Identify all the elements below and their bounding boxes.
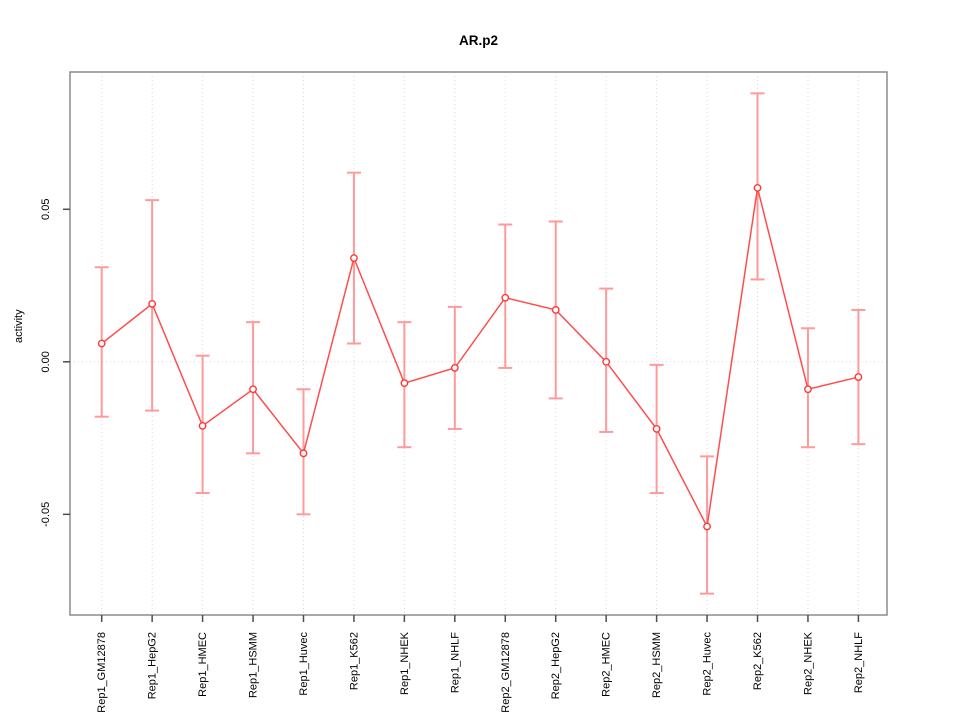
data-point-marker <box>854 373 863 381</box>
y-tick-label: 0.00 <box>40 351 52 372</box>
x-tick-label: Rep1_HSMM <box>248 632 260 698</box>
data-point-marker <box>804 385 812 394</box>
x-tick-label: Rep2_HSMM <box>651 632 663 698</box>
y-tick-label: -0.05 <box>40 502 52 527</box>
x-tick-label: Rep2_NHEK <box>802 631 814 695</box>
x-tick-label: Rep2_GM12878 <box>500 632 512 713</box>
x-tick-label: Rep1_NHLF <box>449 632 461 693</box>
data-point-marker <box>400 379 409 388</box>
data-point-marker <box>602 357 611 366</box>
data-point-marker <box>97 339 106 348</box>
data-point-marker <box>249 385 257 394</box>
series-line <box>101 187 859 529</box>
plot-border <box>69 71 888 616</box>
y-tick-label: 0.05 <box>40 199 52 220</box>
x-tick-label: Rep1_GM12878 <box>96 632 108 713</box>
x-tick-label: Rep1_HMEC <box>197 632 209 697</box>
plot-title: AR.p2 <box>458 33 498 48</box>
x-tick-label: Rep1_Huvec <box>298 632 310 696</box>
data-point-marker <box>501 293 510 302</box>
x-tick-label: Rep1_HepG2 <box>147 632 159 699</box>
x-tick-label: Rep2_NHLF <box>853 632 865 693</box>
data-point-marker <box>450 364 459 372</box>
x-tick-label: Rep1_NHEK <box>399 631 411 695</box>
x-tick-label: Rep2_HMEC <box>601 632 613 697</box>
data-point-marker <box>198 421 207 430</box>
data-point-marker <box>148 299 157 308</box>
data-point-marker <box>299 449 308 458</box>
data-point-marker <box>350 254 358 262</box>
data-point-marker <box>753 184 762 192</box>
data-point-marker <box>551 306 560 314</box>
x-tick-label: Rep2_K562 <box>752 632 764 690</box>
x-tick-label: Rep2_HepG2 <box>550 632 562 699</box>
x-tick-label: Rep1_K562 <box>348 632 360 690</box>
x-tick-label: Rep2_Huvec <box>702 632 714 696</box>
data-point-marker <box>703 522 711 531</box>
data-point-marker <box>652 425 661 433</box>
